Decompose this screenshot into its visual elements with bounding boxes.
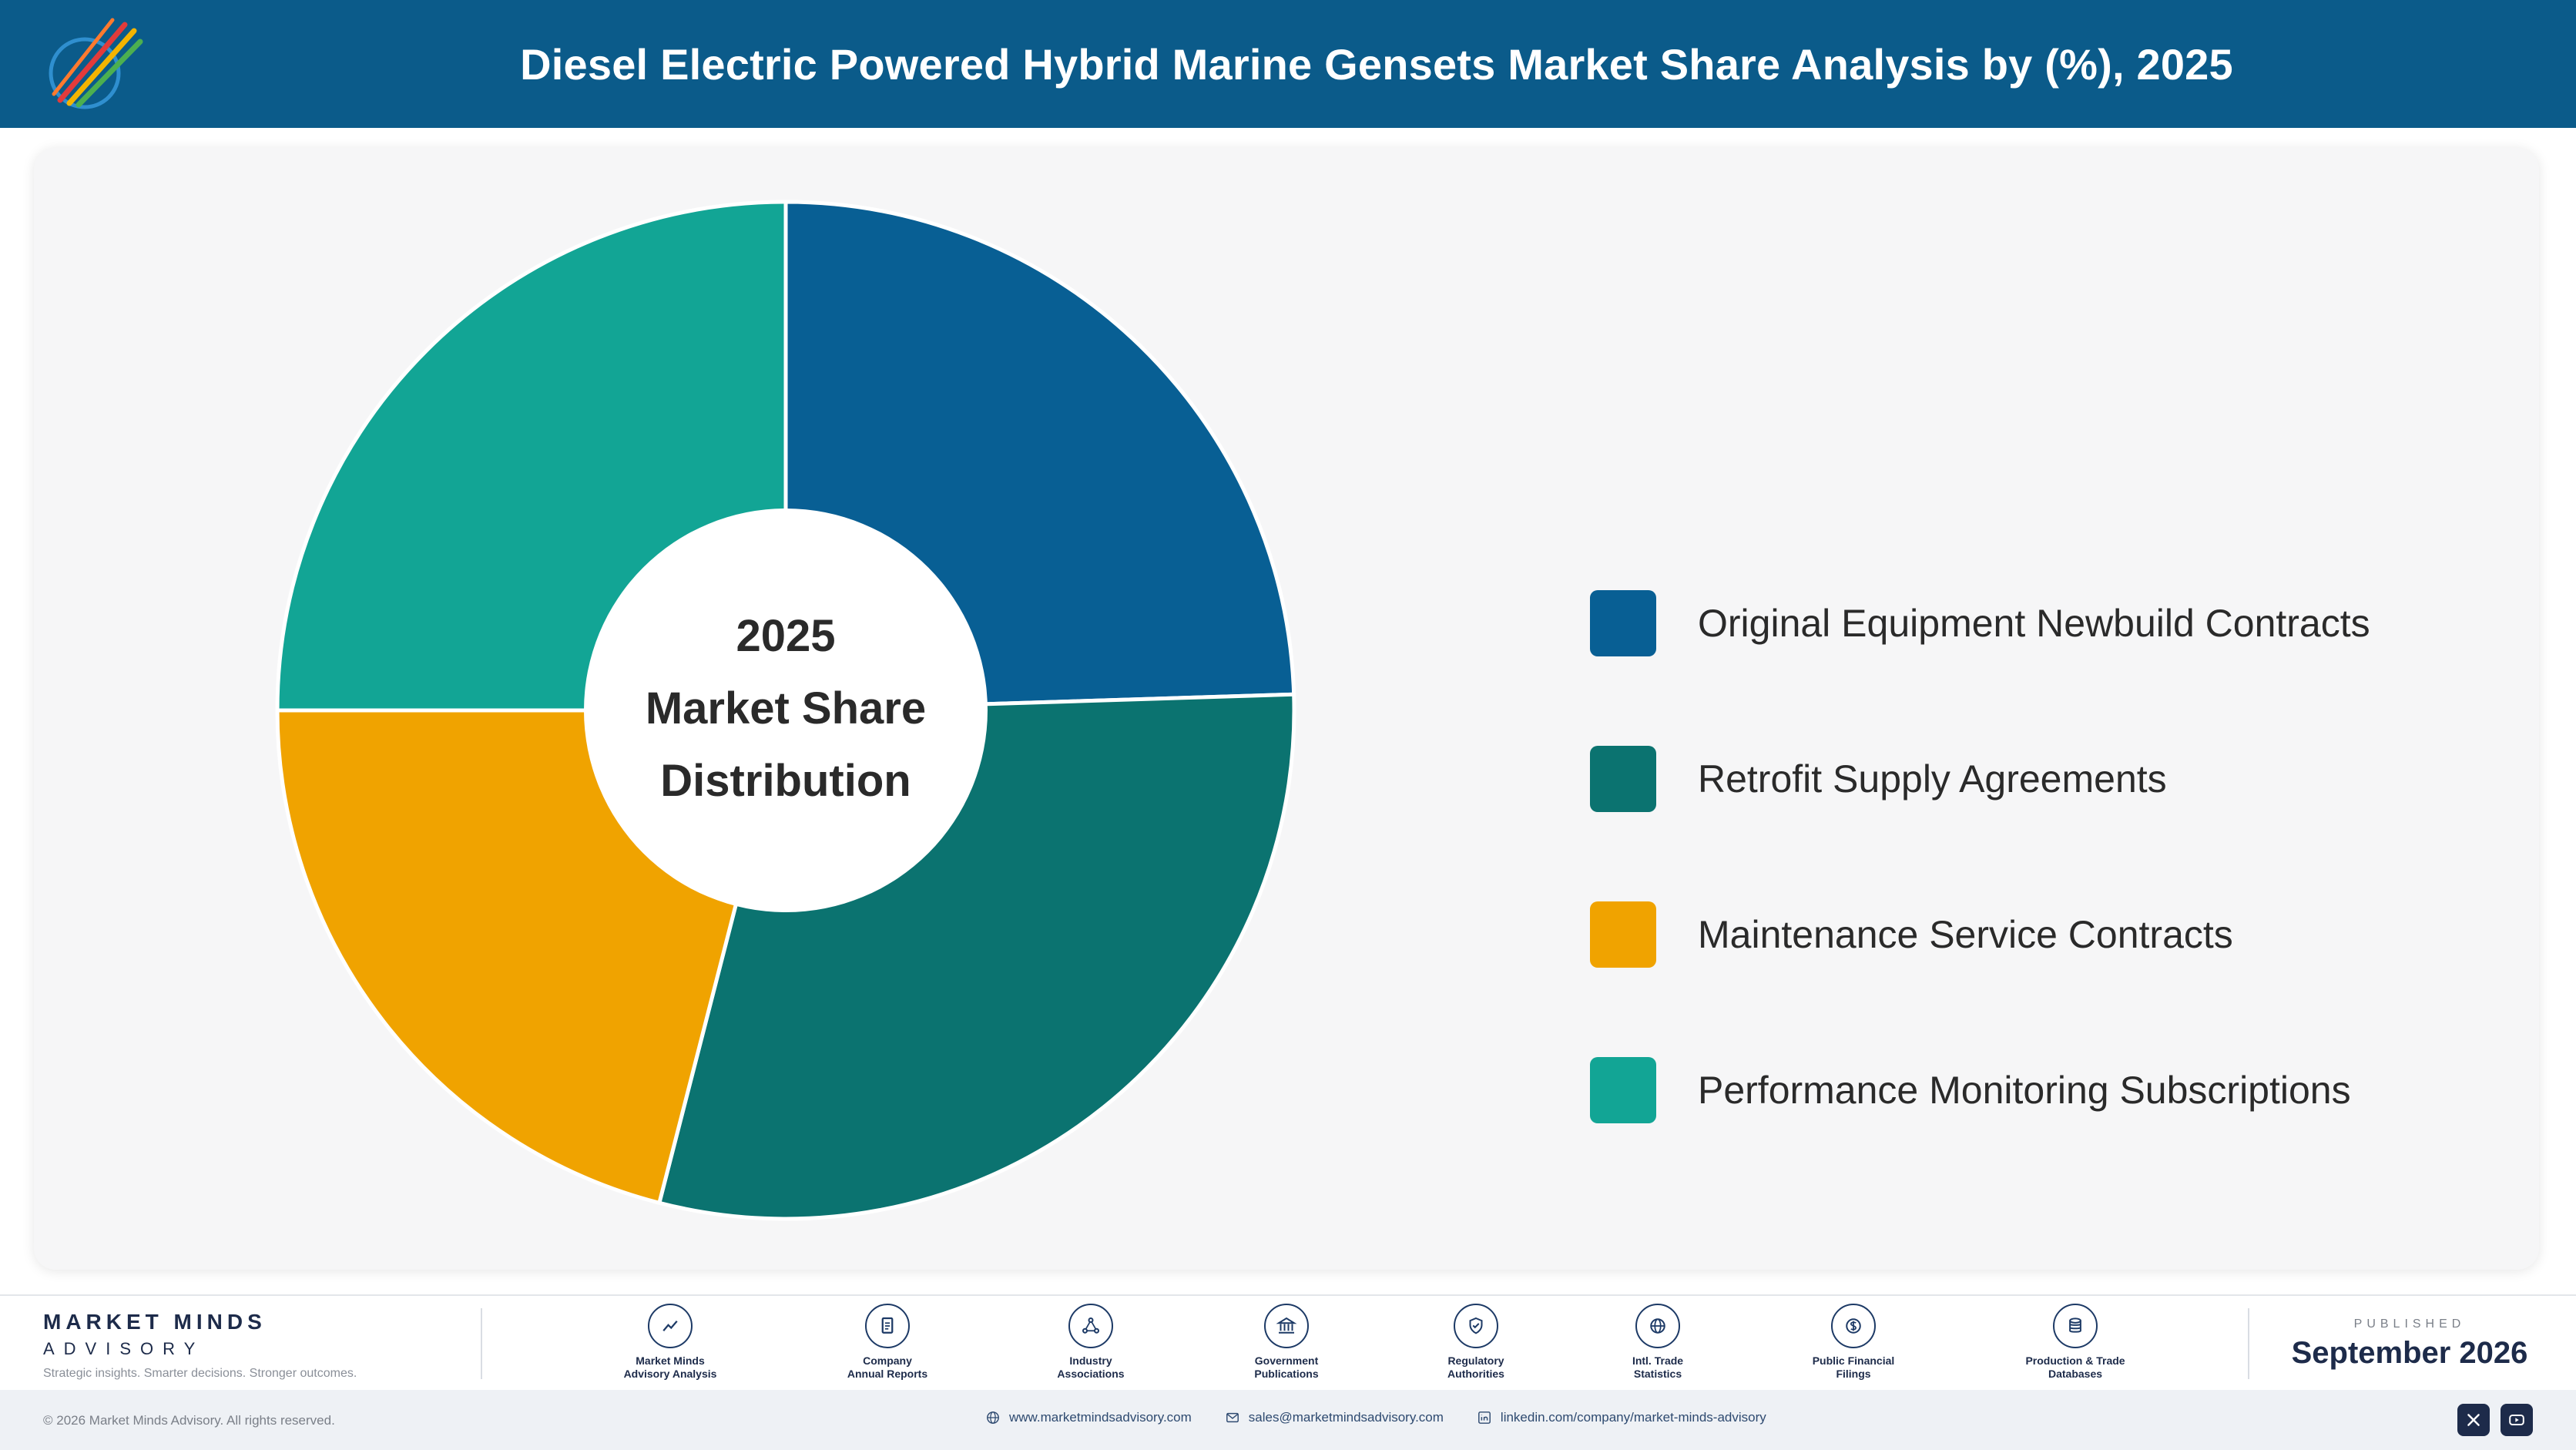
email-link[interactable]: sales@marketmindsadvisory.com [1226, 1410, 1444, 1425]
center-label-line-3: Distribution [660, 756, 911, 806]
source-label: Public Financial Filings [1776, 1354, 1930, 1381]
footer-divider [2248, 1308, 2249, 1379]
legend-item: Original Equipment Newbuild Contracts [1590, 590, 2370, 656]
source-item: Government Publications [1209, 1304, 1363, 1381]
source-label-line-1: Production & Trade [2025, 1354, 2125, 1367]
network-icon [1068, 1304, 1113, 1348]
published-date: September 2026 [2291, 1336, 2528, 1370]
company-logo [49, 18, 143, 109]
x-icon [2467, 1414, 2480, 1426]
source-label-line-1: Market Minds [636, 1354, 705, 1367]
chart-card: 2025 Market Share Distribution Original … [34, 148, 2539, 1270]
legend-label: Original Equipment Newbuild Contracts [1698, 602, 2370, 645]
source-label-line-1: Industry [1069, 1354, 1112, 1367]
footer-divider [481, 1308, 482, 1379]
brand-subtitle: ADVISORY [43, 1339, 205, 1358]
mail-icon [1226, 1412, 1239, 1423]
source-label-line-2: Statistics [1633, 1368, 1682, 1380]
source-item: Production & Trade Databases [1998, 1304, 2152, 1381]
legend-item: Performance Monitoring Subscriptions [1590, 1057, 2370, 1123]
source-label: Intl. Trade Statistics [1581, 1354, 1735, 1381]
source-item: Company Annual Reports [810, 1304, 964, 1381]
source-label-line-1: Government [1254, 1354, 1319, 1367]
legend-swatch [1590, 746, 1656, 812]
center-label-line-1: 2025 [736, 611, 835, 661]
chart-legend: Original Equipment Newbuild Contracts Ret… [1590, 590, 2370, 1213]
legend-item: Retrofit Supply Agreements [1590, 746, 2370, 812]
legend-swatch [1590, 1057, 1656, 1123]
donut-chart: 2025 Market Share Distribution [275, 200, 1296, 1221]
source-label-line-2: Authorities [1447, 1368, 1504, 1380]
trend-chart-icon [648, 1304, 693, 1348]
footer-brand: MARKET MINDS ADVISORY Strategic insights… [43, 1310, 357, 1381]
source-item: Public Financial Filings [1776, 1304, 1930, 1381]
source-label: Regulatory Authorities [1399, 1354, 1553, 1381]
shield-check-icon [1454, 1304, 1498, 1348]
source-label-line-1: Intl. Trade [1632, 1354, 1684, 1367]
source-item: Intl. Trade Statistics [1581, 1304, 1735, 1381]
source-label: Market Minds Advisory Analysis [593, 1354, 747, 1381]
globe-icon [987, 1411, 999, 1424]
x-social-button[interactable] [2457, 1404, 2490, 1436]
page-title: Diesel Electric Powered Hybrid Marine Ge… [520, 39, 2233, 89]
copyright-text: © 2026 Market Minds Advisory. All rights… [43, 1413, 335, 1428]
legend-item: Maintenance Service Contracts [1590, 901, 2370, 968]
brand-tagline: Strategic insights. Smarter decisions. S… [43, 1367, 357, 1380]
linkedin-link[interactable]: linkedin.com/company/market-minds-adviso… [1478, 1410, 1766, 1425]
document-icon [865, 1304, 910, 1348]
legend-label: Performance Monitoring Subscriptions [1698, 1069, 2351, 1112]
website-link[interactable]: www.marketmindsadvisory.com [986, 1410, 1192, 1425]
social-buttons [2447, 1404, 2533, 1436]
source-label: Production & Trade Databases [1998, 1354, 2152, 1381]
legend-swatch [1590, 901, 1656, 968]
source-label-line-2: Annual Reports [847, 1368, 928, 1380]
government-building-icon [1264, 1304, 1309, 1348]
source-label-line-1: Public Financial [1812, 1354, 1895, 1367]
linkedin-icon [1478, 1411, 1491, 1424]
linkedin-text: linkedin.com/company/market-minds-adviso… [1500, 1410, 1766, 1425]
data-sources: Market Minds Advisory Analysis Company Annu… [539, 1304, 2142, 1388]
source-label-line-2: Publications [1254, 1368, 1319, 1380]
header-bar: Diesel Electric Powered Hybrid Marine Ge… [0, 0, 2576, 128]
footer: MARKET MINDS ADVISORY Strategic insights… [0, 1294, 2576, 1390]
source-label-line-1: Regulatory [1447, 1354, 1504, 1367]
center-label-line-2: Market Share [646, 683, 926, 733]
source-label: Company Annual Reports [810, 1354, 964, 1381]
bottom-bar: © 2026 Market Minds Advisory. All rights… [0, 1390, 2576, 1450]
website-text: www.marketmindsadvisory.com [1009, 1410, 1192, 1425]
source-label-line-2: Associations [1057, 1368, 1125, 1380]
legend-label: Retrofit Supply Agreements [1698, 757, 2167, 801]
email-text: sales@marketmindsadvisory.com [1248, 1410, 1444, 1425]
source-item: Market Minds Advisory Analysis [593, 1304, 747, 1381]
source-label: Industry Associations [1014, 1354, 1168, 1381]
database-icon [2053, 1304, 2098, 1348]
brand-name: MARKET MINDS [43, 1310, 267, 1334]
youtube-icon [2509, 1414, 2524, 1426]
currency-icon [1831, 1304, 1876, 1348]
source-item: Regulatory Authorities [1399, 1304, 1553, 1381]
source-label-line-2: Filings [1836, 1368, 1871, 1380]
contact-links: www.marketmindsadvisory.com sales@market… [986, 1410, 1800, 1425]
donut-hole [584, 509, 988, 912]
source-label-line-1: Company [863, 1354, 912, 1367]
youtube-social-button[interactable] [2501, 1404, 2533, 1436]
legend-label: Maintenance Service Contracts [1698, 913, 2233, 956]
source-label: Government Publications [1209, 1354, 1363, 1381]
source-label-line-2: Databases [2048, 1368, 2103, 1380]
source-label-line-2: Advisory Analysis [623, 1368, 717, 1380]
published-label: PUBLISHED [2353, 1317, 2466, 1331]
published-block: PUBLISHED September 2026 [2286, 1317, 2533, 1371]
globe-icon [1635, 1304, 1680, 1348]
legend-swatch [1590, 590, 1656, 656]
source-item: Industry Associations [1014, 1304, 1168, 1381]
